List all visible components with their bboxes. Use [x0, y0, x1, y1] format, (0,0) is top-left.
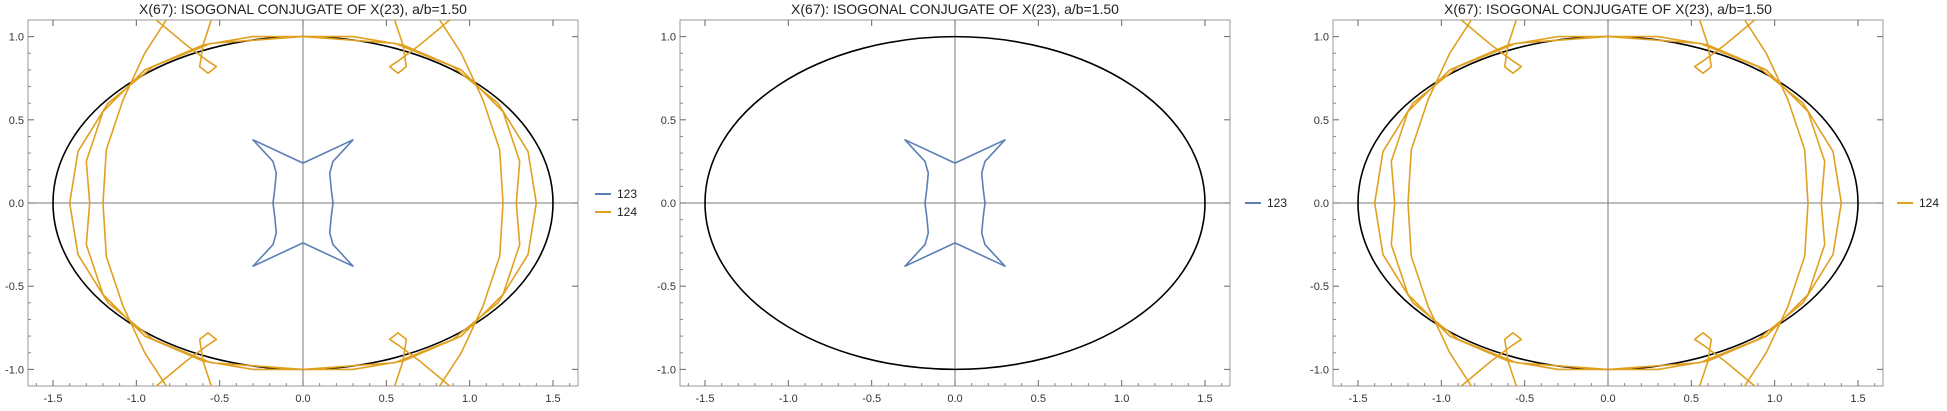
y-tick-label: 0.0	[1314, 198, 1329, 210]
y-tick-label: 1.0	[1314, 32, 1329, 44]
y-tick-label: -0.5	[657, 281, 676, 293]
x-tick-label: 0.5	[1031, 393, 1046, 405]
y-tick-label: 0.0	[661, 198, 676, 210]
x-tick-label: -1.0	[1432, 393, 1451, 405]
y-tick-label: 0.5	[661, 115, 676, 127]
x-tick-label: -1.5	[696, 393, 715, 405]
x-tick-label: 0.0	[947, 393, 962, 405]
x-tick-label: 1.5	[1197, 393, 1212, 405]
y-tick-label: -0.5	[1310, 281, 1329, 293]
x-tick-label: 0.0	[295, 393, 310, 405]
y-tick-label: 0.0	[9, 198, 24, 210]
x-tick-label: -0.5	[862, 393, 881, 405]
x-tick-label: -1.5	[44, 393, 63, 405]
series-123-curve	[252, 139, 354, 267]
series-124-curve	[68, 20, 538, 386]
y-tick-label: 1.0	[661, 32, 676, 44]
legend-label-124: 124	[617, 205, 637, 219]
chart-panel-2: X(67): ISOGONAL CONJUGATE OF X(23), a/b=…	[657, 1, 1287, 405]
y-tick-label: -1.0	[5, 364, 24, 376]
y-tick-label: 0.5	[1314, 115, 1329, 127]
y-tick-label: -1.0	[1310, 364, 1329, 376]
x-tick-label: 1.5	[545, 393, 560, 405]
x-tick-label: 1.0	[462, 393, 477, 405]
legend-label-124: 124	[1919, 196, 1939, 210]
legend-label-123: 123	[1267, 196, 1287, 210]
chart-title: X(67): ISOGONAL CONJUGATE OF X(23), a/b=…	[1444, 1, 1772, 17]
chart-panel-3: X(67): ISOGONAL CONJUGATE OF X(23), a/b=…	[1310, 1, 1939, 405]
y-tick-label: -0.5	[5, 281, 24, 293]
chart-title: X(67): ISOGONAL CONJUGATE OF X(23), a/b=…	[791, 1, 1119, 17]
reference-ellipse	[704, 35, 1206, 371]
x-tick-label: 1.0	[1767, 393, 1782, 405]
chart-title: X(67): ISOGONAL CONJUGATE OF X(23), a/b=…	[139, 1, 467, 17]
x-tick-label: 1.5	[1850, 393, 1865, 405]
x-tick-label: -1.0	[127, 393, 146, 405]
legend-label-123: 123	[617, 187, 637, 201]
x-tick-label: -0.5	[210, 393, 229, 405]
chart-panel-1: X(67): ISOGONAL CONJUGATE OF X(23), a/b=…	[5, 1, 637, 405]
x-tick-label: 0.5	[1684, 393, 1699, 405]
x-tick-label: 0.0	[1600, 393, 1615, 405]
x-tick-label: 0.5	[379, 393, 394, 405]
x-tick-label: 1.0	[1114, 393, 1129, 405]
x-tick-label: -0.5	[1515, 393, 1534, 405]
y-tick-label: 0.5	[9, 115, 24, 127]
x-tick-label: -1.0	[779, 393, 798, 405]
series-124-curve	[1373, 20, 1843, 386]
x-tick-label: -1.5	[1349, 393, 1368, 405]
series-123-curve	[904, 139, 1006, 267]
y-tick-label: -1.0	[657, 364, 676, 376]
y-tick-label: 1.0	[9, 32, 24, 44]
